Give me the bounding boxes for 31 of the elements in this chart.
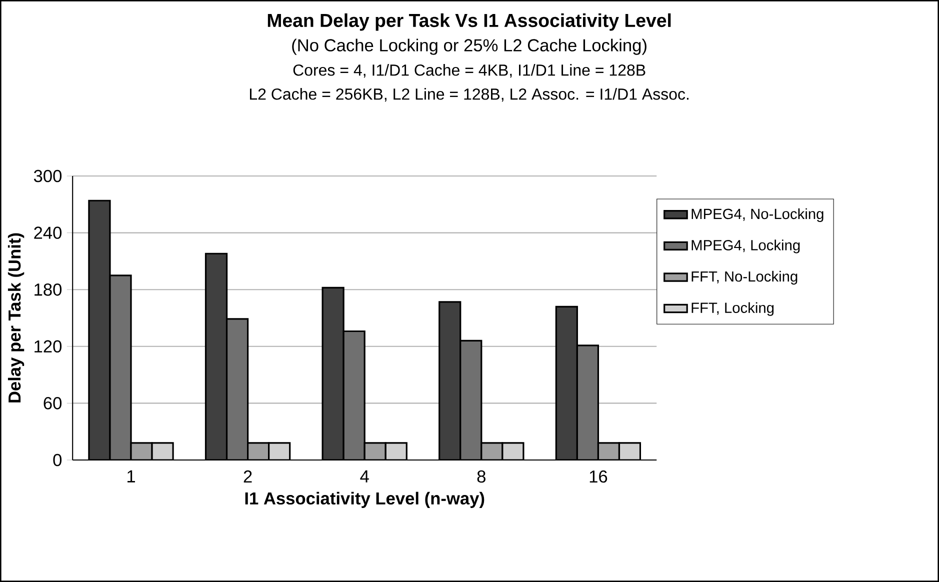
bar: [555, 306, 578, 460]
bar: [109, 274, 132, 460]
legend-label: MPEG4, No-Locking: [692, 208, 824, 222]
bar: [342, 330, 366, 460]
text: Cores = 4, I1/D1 Cache = 4KB, I1/D1 Line = 128B: [293, 64, 646, 78]
x-tick-label: 16: [590, 470, 608, 483]
y-tick-label: 0: [53, 454, 62, 466]
bar: [226, 318, 249, 460]
x-tick-label: 1: [128, 470, 135, 482]
y-tick-label: 300: [34, 170, 62, 182]
legend-label: FFT, Locking: [692, 302, 774, 316]
bar: [88, 200, 111, 460]
y-tick-label: 240: [34, 226, 62, 239]
y-tick-label: 120: [34, 340, 62, 353]
x-tick-label: 2: [244, 470, 252, 483]
bar: [460, 340, 482, 460]
y-axis-title: Delay per Task (Unit): [8, 233, 24, 402]
bar: [322, 286, 344, 460]
bar: [576, 344, 600, 460]
x-tick-label: 8: [477, 470, 486, 483]
y-tick-label: 180: [34, 283, 62, 296]
text: L2 Cache = 256KB, L2 Line = 128B, L2 Assoc. = I1/D1 Assoc.: [250, 88, 688, 102]
bar: [438, 301, 462, 460]
bar: [204, 252, 228, 460]
x-axis-title: I1 Associativity Level (n-way): [245, 492, 484, 508]
chart-title: Mean Delay per Task Vs I1 Associativity Level: [268, 13, 671, 31]
chart-subtitle: (No Cache Locking or 25% L2 Cache Locking): [292, 38, 646, 55]
y-tick-label: 60: [44, 397, 62, 410]
legend-label: MPEG4, Locking: [692, 240, 800, 254]
x-tick-label: 4: [360, 470, 369, 482]
legend-label: FFT, No-Locking: [692, 270, 798, 285]
